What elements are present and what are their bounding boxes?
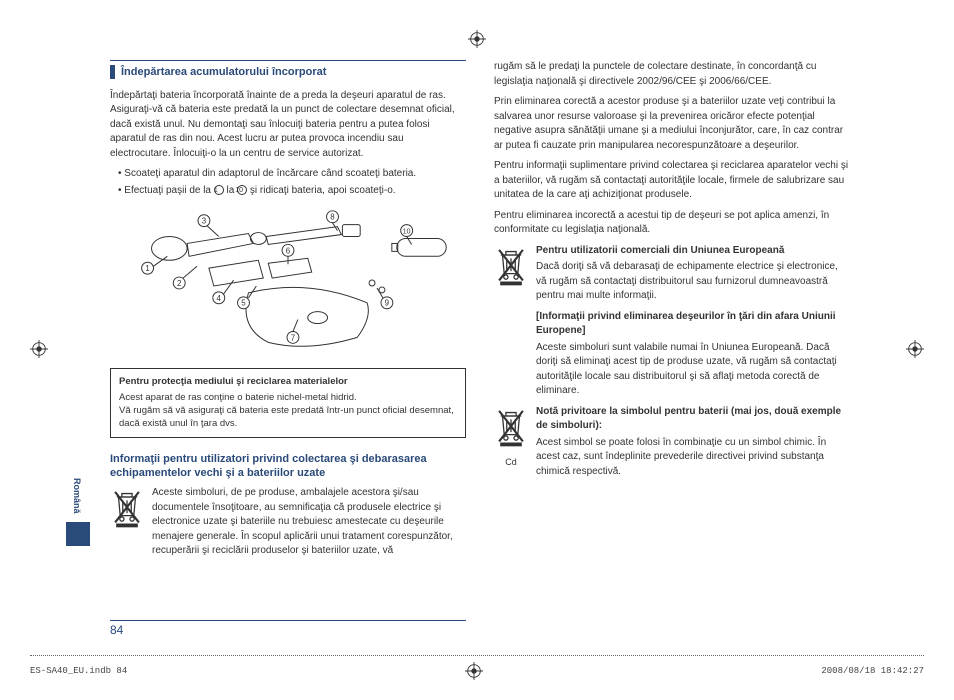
text-block: Pentru utilizatorii comerciali din Uniun…: [536, 244, 850, 304]
page-content: Îndepărtarea acumulatorului încorporat Î…: [110, 60, 850, 565]
icon-spacer: [494, 310, 528, 399]
icon-text-block: Aceste simboluri, de pe produse, ambalaj…: [110, 486, 466, 559]
registration-mark-icon: [465, 662, 483, 680]
svg-text:4: 4: [217, 294, 222, 303]
icon-text-block: [Informaţii privind eliminarea deşeurilo…: [494, 310, 850, 399]
sub-heading: Pentru utilizatorii comerciali din Uniun…: [536, 244, 850, 259]
environmental-info-box: Pentru protecţia mediului şi reciclarea …: [110, 368, 466, 437]
heading-text: Îndepărtarea acumulatorului încorporat: [121, 65, 326, 81]
cd-label: Cd: [494, 456, 528, 469]
page-number: 84: [110, 620, 466, 637]
bullet-item: • Scoateţi aparatul din adaptorul de înc…: [118, 167, 466, 182]
svg-text:5: 5: [241, 299, 246, 308]
paragraph: Dacă doriţi să vă debarasaţi de echipame…: [536, 260, 850, 304]
heading-bar-icon: [110, 65, 115, 79]
info-box-title: Pentru protecţia mediului şi reciclarea …: [119, 375, 457, 388]
side-tab-block: [66, 522, 90, 546]
paragraph: rugăm să le predaţi la punctele de colec…: [494, 60, 850, 89]
section-heading: Informaţii pentru utilizatori privind co…: [110, 452, 466, 481]
svg-text:2: 2: [177, 279, 181, 288]
svg-text:3: 3: [202, 217, 207, 226]
paragraph: Acest simbol se poate folosi în combinaţ…: [536, 436, 850, 480]
sub-heading: Notă privitoare la simbolul pentru bater…: [536, 405, 850, 434]
svg-text:7: 7: [291, 334, 295, 343]
registration-mark-icon: [906, 340, 924, 358]
footer-timestamp: 2008/08/18 18:42:27: [821, 666, 924, 676]
icon-text-block: Cd Notă privitoare la simbolul pentru ba…: [494, 405, 850, 480]
section-heading: Îndepărtarea acumulatorului încorporat: [110, 60, 466, 81]
side-tab: Română: [66, 478, 90, 546]
text-block: [Informaţii privind eliminarea deşeurilo…: [536, 310, 850, 399]
icon-text-block: Pentru utilizatorii comerciali din Uniun…: [494, 244, 850, 304]
paragraph: Pentru informaţii suplimentare privind c…: [494, 159, 850, 203]
left-column: Îndepărtarea acumulatorului încorporat Î…: [110, 60, 466, 565]
registration-mark-icon: [468, 30, 486, 48]
right-column: rugăm să le predaţi la punctele de colec…: [494, 60, 850, 565]
bullet-item: • Efectuaţi paşii de la 1 la 10 şi ridic…: [118, 184, 466, 199]
paragraph: Îndepărtaţi bateria încorporată înainte …: [110, 89, 466, 162]
step-number-icon: 1: [214, 185, 224, 195]
svg-text:9: 9: [385, 299, 390, 308]
info-box-line: Vă rugăm să vă asiguraţi că bateria este…: [119, 404, 457, 431]
paragraph: Aceste simboluri, de pe produse, ambalaj…: [152, 486, 466, 559]
paragraph: Pentru eliminarea incorectă a acestui ti…: [494, 209, 850, 238]
text-block: Notă privitoare la simbolul pentru bater…: [536, 405, 850, 480]
svg-text:6: 6: [286, 247, 291, 256]
svg-text:8: 8: [330, 213, 335, 222]
svg-text:1: 1: [145, 265, 150, 274]
bullet-list: • Scoateţi aparatul din adaptorul de înc…: [118, 167, 466, 198]
svg-text:10: 10: [403, 229, 411, 236]
step-number-icon: 10: [237, 185, 247, 195]
weee-bin-icon: [494, 244, 528, 304]
language-label: Română: [72, 478, 82, 514]
footer: ES-SA40_EU.indb 84 2008/08/18 18:42:27: [30, 655, 924, 680]
info-box-line: Acest aparat de ras conţine o baterie ni…: [119, 391, 457, 404]
paragraph: Prin eliminarea corectă a acestor produs…: [494, 95, 850, 153]
registration-mark-icon: [30, 340, 48, 358]
weee-bin-cd-icon: Cd: [494, 405, 528, 480]
sub-heading: [Informaţii privind eliminarea deşeurilo…: [536, 310, 850, 339]
paragraph: Aceste simboluri sunt valabile numai în …: [536, 341, 850, 399]
weee-bin-icon: [110, 486, 144, 559]
footer-file: ES-SA40_EU.indb 84: [30, 666, 127, 676]
battery-removal-diagram: 1 2 3 4 5 6 7 8 9 10: [110, 208, 466, 358]
